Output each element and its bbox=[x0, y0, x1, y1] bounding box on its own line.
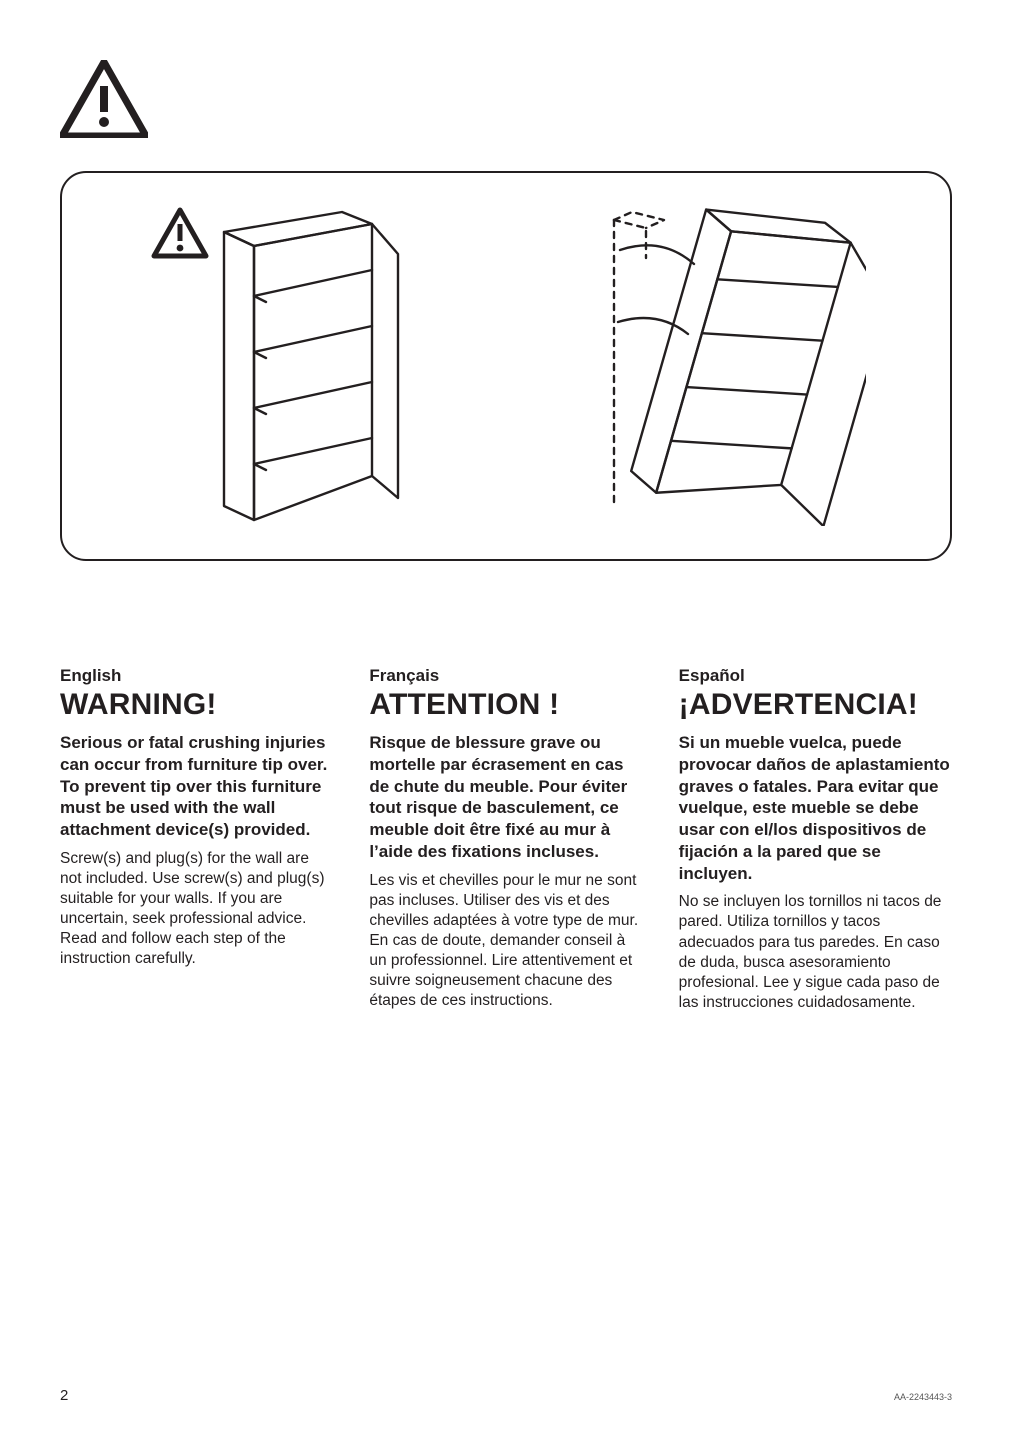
warning-heading: ¡ADVERTENCIA! bbox=[679, 688, 952, 722]
illustration-frame bbox=[60, 171, 952, 561]
lang-label: English bbox=[60, 666, 333, 686]
warning-subheading: Risque de blessure grave ou mortelle par… bbox=[369, 732, 642, 863]
warning-body: Les vis et chevilles pour le mur ne sont… bbox=[369, 871, 642, 1012]
warning-subheading: Si un mueble vuelca, puede provocar daño… bbox=[679, 732, 952, 884]
warning-subheading: Serious or fatal crushing injuries can o… bbox=[60, 732, 333, 841]
warning-heading: ATTENTION ! bbox=[369, 688, 642, 722]
lang-label: Español bbox=[679, 666, 952, 686]
page: English WARNING! Serious or fatal crushi… bbox=[0, 0, 1012, 1432]
column-english: English WARNING! Serious or fatal crushi… bbox=[60, 666, 333, 1013]
warning-triangle-icon bbox=[60, 60, 952, 143]
page-number: 2 bbox=[60, 1387, 68, 1404]
cabinet-tipping-illustration bbox=[566, 206, 866, 526]
text-columns: English WARNING! Serious or fatal crushi… bbox=[60, 666, 952, 1013]
warning-body: No se incluyen los tornillos ni tacos de… bbox=[679, 892, 952, 1013]
warning-heading: WARNING! bbox=[60, 688, 333, 722]
document-id: AA-2243443-3 bbox=[894, 1392, 952, 1402]
column-francais: Français ATTENTION ! Risque de blessure … bbox=[369, 666, 642, 1013]
cabinet-upright-illustration bbox=[146, 206, 406, 526]
warning-body: Screw(s) and plug(s) for the wall are no… bbox=[60, 849, 333, 970]
lang-label: Français bbox=[369, 666, 642, 686]
page-footer: 2 AA-2243443-3 bbox=[60, 1387, 952, 1404]
column-espanol: Español ¡ADVERTENCIA! Si un mueble vuelc… bbox=[679, 666, 952, 1013]
